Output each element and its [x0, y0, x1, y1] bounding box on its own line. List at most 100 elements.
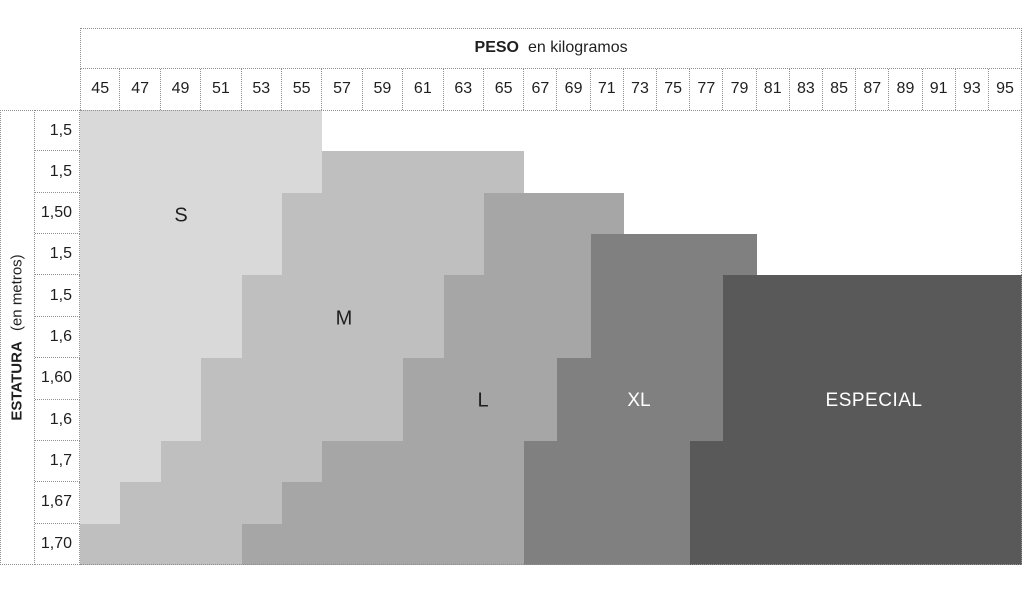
size-cell-r5-91kg [922, 316, 956, 359]
size-cell-r5-75kg [657, 316, 691, 359]
size-cell-r7-67kg [524, 399, 558, 441]
size-cell-r5-95kg [988, 316, 1023, 359]
size-chart-grid: PESO en kilogramos ESTATURA (en metros) … [0, 27, 1023, 565]
size-cell-r1-55kg [281, 151, 323, 193]
size-cell-r5-89kg [889, 316, 923, 359]
size-cell-r10-95kg [988, 523, 1023, 565]
size-cell-r5-57kg [322, 316, 363, 359]
size-cell-r7-73kg [623, 399, 658, 441]
size-cell-r10-91kg [922, 523, 956, 565]
weight-col-69: 69 [557, 68, 591, 110]
size-cell-r4-89kg [889, 275, 923, 317]
size-cell-r4-57kg [322, 275, 363, 317]
size-cell-r0-73kg [623, 110, 658, 152]
size-cell-r8-69kg [557, 440, 591, 483]
size-cell-r1-61kg [403, 151, 444, 193]
size-cell-r1-47kg [120, 151, 161, 193]
size-cell-r10-75kg [657, 523, 691, 565]
size-cell-r10-83kg [789, 523, 823, 565]
size-cell-r6-89kg [889, 358, 923, 400]
size-cell-r4-51kg [201, 275, 242, 317]
size-cell-r1-45kg [80, 151, 121, 193]
size-cell-r2-73kg [623, 192, 658, 235]
weight-col-57: 57 [322, 68, 363, 110]
height-row-1: 1,5 [35, 151, 80, 193]
size-cell-r2-95kg [988, 192, 1023, 235]
size-cell-r7-45kg [80, 399, 121, 441]
size-cell-r8-87kg [856, 440, 890, 483]
size-cell-r0-85kg [822, 110, 857, 152]
size-cell-r3-77kg [690, 234, 724, 276]
size-cell-r4-93kg [955, 275, 989, 317]
size-cell-r0-77kg [690, 110, 724, 152]
size-cell-r3-55kg [281, 234, 323, 276]
size-cell-r3-53kg [241, 234, 282, 276]
size-cell-r5-67kg [524, 316, 558, 359]
weight-col-49: 49 [160, 68, 202, 110]
size-cell-r6-71kg [590, 358, 624, 400]
size-cell-r6-49kg [160, 358, 202, 400]
size-cell-r1-77kg [690, 151, 724, 193]
size-cell-r10-61kg [403, 523, 444, 565]
size-cell-r10-55kg [281, 523, 323, 565]
size-cell-r6-61kg [403, 358, 444, 400]
size-cell-r7-51kg [201, 399, 242, 441]
size-cell-r4-59kg [362, 275, 404, 317]
size-cell-r3-47kg [120, 234, 161, 276]
size-cell-r2-59kg [362, 192, 404, 235]
size-cell-r6-91kg [922, 358, 956, 400]
size-cell-r1-85kg [822, 151, 857, 193]
size-cell-r5-81kg [756, 316, 790, 359]
size-cell-r3-51kg [201, 234, 242, 276]
size-cell-r6-73kg [623, 358, 658, 400]
size-cell-r4-87kg [856, 275, 890, 317]
size-cell-r4-95kg [988, 275, 1023, 317]
size-cell-r3-71kg [590, 234, 624, 276]
size-cell-r1-89kg [889, 151, 923, 193]
size-cell-r7-59kg [362, 399, 404, 441]
size-cell-r8-67kg [524, 440, 558, 483]
size-cell-r6-51kg [201, 358, 242, 400]
size-cell-r7-75kg [657, 399, 691, 441]
size-cell-r8-77kg [690, 440, 724, 483]
size-cell-r3-61kg [403, 234, 444, 276]
size-cell-r6-87kg [856, 358, 890, 400]
size-cell-r9-57kg [322, 482, 363, 524]
size-cell-r9-75kg [657, 482, 691, 524]
height-row-0: 1,5 [35, 110, 80, 152]
size-cell-r8-61kg [403, 440, 444, 483]
size-cell-r3-59kg [362, 234, 404, 276]
size-cell-r3-63kg [443, 234, 484, 276]
weight-col-93: 93 [955, 68, 989, 110]
size-cell-r8-47kg [120, 440, 161, 483]
size-cell-r4-81kg [756, 275, 790, 317]
size-cell-r6-75kg [657, 358, 691, 400]
weight-col-45: 45 [80, 68, 121, 110]
size-cell-r2-77kg [690, 192, 724, 235]
size-cell-r3-95kg [988, 234, 1023, 276]
size-cell-r7-47kg [120, 399, 161, 441]
size-cell-r6-55kg [281, 358, 323, 400]
peso-header-title: PESO [474, 39, 519, 56]
size-label-l: L [477, 389, 489, 412]
height-row-9: 1,67 [35, 482, 80, 524]
size-cell-r2-45kg [80, 192, 121, 235]
estatura-header: ESTATURA (en metros) [0, 110, 35, 565]
size-cell-r10-53kg [241, 523, 282, 565]
size-cell-r7-57kg [322, 399, 363, 441]
size-cell-r4-53kg [241, 275, 282, 317]
size-cell-r0-47kg [120, 110, 161, 152]
weight-col-59: 59 [362, 68, 404, 110]
size-cell-r1-69kg [557, 151, 591, 193]
size-cell-r8-45kg [80, 440, 121, 483]
size-cell-r1-73kg [623, 151, 658, 193]
size-cell-r8-71kg [590, 440, 624, 483]
height-row-5: 1,6 [35, 316, 80, 359]
size-cell-r2-67kg [524, 192, 558, 235]
weight-col-73: 73 [623, 68, 658, 110]
size-cell-r0-63kg [443, 110, 484, 152]
size-cell-r2-89kg [889, 192, 923, 235]
weight-col-81: 81 [756, 68, 790, 110]
size-cell-r5-69kg [557, 316, 591, 359]
size-cell-r1-71kg [590, 151, 624, 193]
